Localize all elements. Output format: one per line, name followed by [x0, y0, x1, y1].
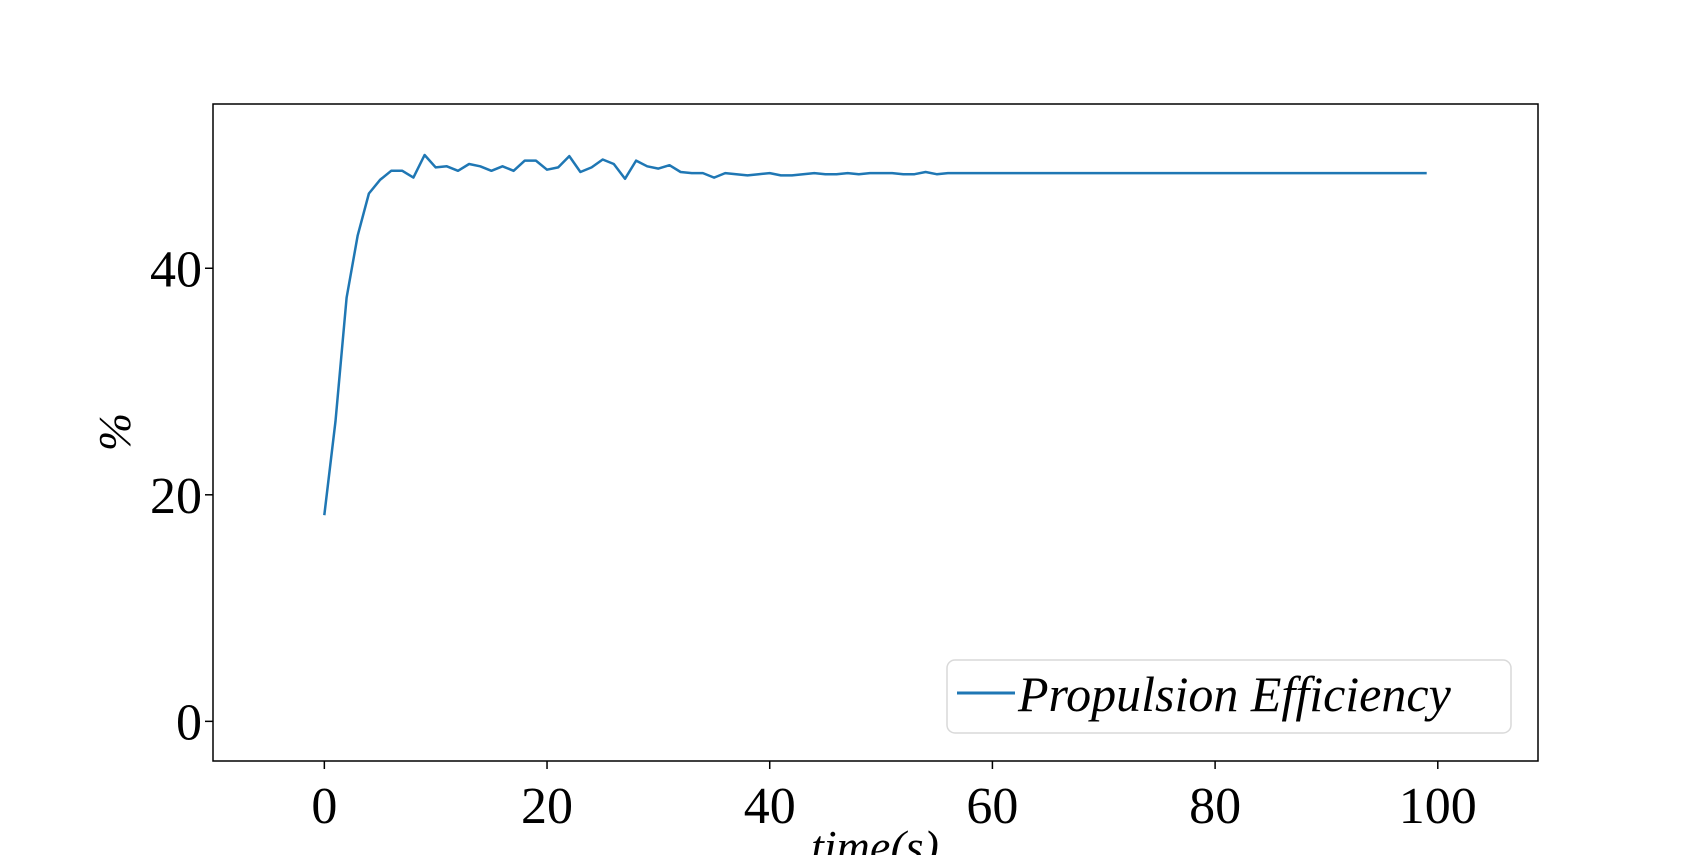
- x-axis-label: time(s): [811, 821, 939, 855]
- x-tick-label: 20: [521, 778, 573, 835]
- plot-frame: [212, 103, 1539, 762]
- y-axis-ticks: 0 20 40: [150, 241, 213, 751]
- x-tick-label: 60: [966, 778, 1018, 835]
- x-axis-ticks: 0 20 40 60 80 100: [311, 761, 1477, 835]
- y-tick-label: 20: [150, 468, 202, 525]
- x-tick-label: 40: [744, 778, 796, 835]
- y-axis-label: %: [89, 413, 140, 451]
- x-tick-label: 100: [1399, 778, 1477, 835]
- legend-label: Propulsion Efficiency: [1017, 666, 1452, 722]
- y-tick-label: 0: [176, 694, 202, 751]
- y-tick-label: 40: [150, 241, 202, 298]
- legend: Propulsion Efficiency: [946, 659, 1512, 734]
- x-tick-label: 0: [311, 778, 337, 835]
- legend-box: [946, 659, 1512, 734]
- series-layer: [323, 153, 1427, 516]
- series-line: [323, 153, 1427, 516]
- x-tick-label: 80: [1189, 778, 1241, 835]
